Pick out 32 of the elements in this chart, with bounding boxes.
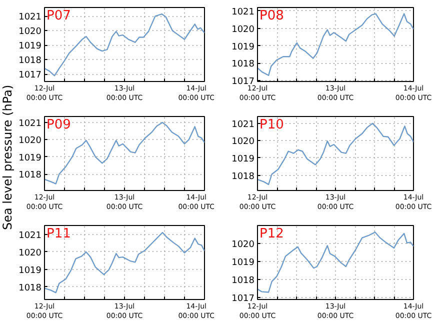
- chart-title: P12: [260, 226, 284, 242]
- y-tick-label: 1021: [18, 12, 42, 23]
- y-tick-label: 1020: [18, 248, 42, 258]
- y-tick-label: 1019: [18, 42, 42, 52]
- y-tick-label: 1020: [18, 136, 42, 146]
- y-axis-title: Sea level pressure (hPa): [0, 84, 14, 230]
- y-tick-label: 1017: [18, 70, 42, 81]
- y-tick-label: 1017: [232, 294, 254, 304]
- y-tick-label: 1021: [232, 120, 254, 130]
- y-tick-label: 1020: [18, 27, 42, 38]
- chart-title: P09: [46, 118, 71, 132]
- y-tick-label: 1018: [232, 276, 255, 286]
- y-tick-label: 1018: [232, 172, 255, 182]
- y-tick-label: 1019: [232, 42, 255, 52]
- y-tick-label: 1021: [18, 230, 42, 241]
- chart-title: P11: [46, 226, 71, 242]
- y-tick-label: 1020: [232, 137, 255, 148]
- chart-title: P10: [260, 118, 284, 132]
- chart-title: P07: [46, 8, 71, 24]
- y-tick-label: 1019: [18, 266, 42, 276]
- y-tick-label: 1020: [232, 240, 255, 250]
- y-tick-label: 1019: [232, 154, 255, 164]
- y-tick-label: 1019: [232, 258, 255, 268]
- y-tick-label: 1018: [232, 60, 255, 70]
- y-tick-label: 1019: [18, 153, 42, 164]
- y-tick-label: 1018: [18, 56, 42, 66]
- y-tick-label: 1020: [232, 24, 255, 35]
- chart-title: P08: [260, 8, 284, 24]
- y-tick-label: 1018: [18, 170, 42, 181]
- y-tick-label: 1021: [18, 119, 42, 130]
- y-tick-label: 1021: [232, 7, 254, 18]
- y-tick-label: 1018: [18, 283, 42, 294]
